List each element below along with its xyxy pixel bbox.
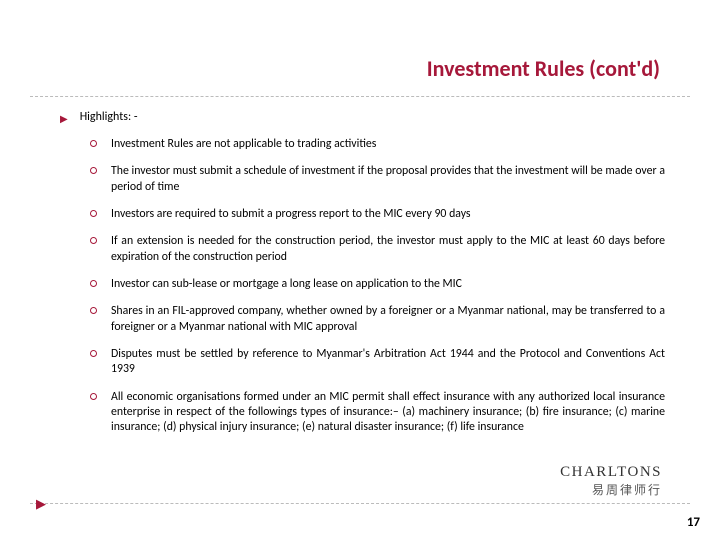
list-item: Disputes must be settled by reference to… (90, 347, 665, 378)
logo-main-text: CHARLTONS (560, 464, 662, 481)
page-number: 17 (687, 515, 700, 530)
highlights-list: Investment Rules are not applicable to t… (90, 137, 665, 436)
list-item-text: Investment Rules are not applicable to t… (111, 137, 376, 152)
list-item-text: All economic organisations formed under … (111, 390, 665, 436)
logo: CHARLTONS 易周律师行 (560, 464, 662, 498)
logo-sub-text: 易周律师行 (560, 481, 662, 498)
content-area: ▶ Highlights: - Investment Rules are not… (60, 110, 665, 448)
list-item: Investors are required to submit a progr… (90, 207, 665, 222)
circle-icon (90, 393, 97, 400)
list-item-text: Investor can sub-lease or mortgage a lon… (111, 277, 462, 292)
top-divider (30, 96, 690, 97)
list-item: If an extension is needed for the constr… (90, 234, 665, 265)
circle-icon (90, 237, 97, 244)
slide-title: Investment Rules (cont'd) (427, 55, 660, 82)
list-item: Investor can sub-lease or mortgage a lon… (90, 277, 665, 292)
circle-icon (90, 140, 97, 147)
list-item-text: Investors are required to submit a progr… (111, 207, 471, 222)
circle-icon (90, 280, 97, 287)
list-item-text: If an extension is needed for the constr… (111, 234, 665, 265)
list-item-text: Shares in an FIL-approved company, wheth… (111, 304, 665, 335)
circle-icon (90, 350, 97, 357)
bottom-divider (30, 503, 690, 504)
circle-icon (90, 210, 97, 217)
footer-caret-icon: ▶ (36, 497, 46, 512)
list-item-text: Disputes must be settled by reference to… (111, 347, 665, 378)
list-item: Investment Rules are not applicable to t… (90, 137, 665, 152)
list-item: The investor must submit a schedule of i… (90, 164, 665, 195)
circle-icon (90, 167, 97, 174)
list-item: All economic organisations formed under … (90, 390, 665, 436)
caret-icon: ▶ (60, 112, 68, 125)
highlights-label: Highlights: - (80, 110, 138, 124)
circle-icon (90, 307, 97, 314)
slide-container: Investment Rules (cont'd) ▶ Highlights: … (0, 0, 720, 540)
highlights-bullet: ▶ Highlights: - (60, 110, 665, 125)
list-item: Shares in an FIL-approved company, wheth… (90, 304, 665, 335)
list-item-text: The investor must submit a schedule of i… (111, 164, 665, 195)
